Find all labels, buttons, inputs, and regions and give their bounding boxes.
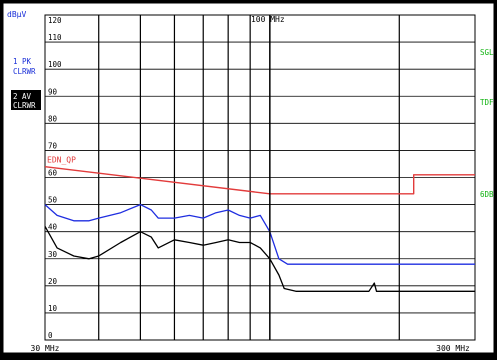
y-tick-label: 100 bbox=[48, 60, 62, 69]
y-tick-label: 110 bbox=[48, 33, 62, 42]
series-line-limit bbox=[44, 166, 475, 195]
trace-label-av: 2 AV CLRWR bbox=[11, 90, 41, 110]
y-tick-label: 50 bbox=[48, 196, 58, 205]
y-tick-label: 90 bbox=[48, 87, 58, 96]
chart-traces bbox=[44, 166, 475, 292]
y-tick-label: 40 bbox=[48, 223, 58, 232]
y-tick-label: 10 bbox=[48, 304, 58, 313]
trace-label-av-line2: CLRWR bbox=[13, 101, 36, 110]
y-unit-label: dBµV bbox=[7, 10, 26, 19]
series-line-average bbox=[44, 225, 475, 292]
y-tick-label: 30 bbox=[48, 250, 58, 259]
series-line-peak bbox=[44, 203, 475, 265]
chart-grid bbox=[44, 14, 476, 341]
limit-line-label: EDN_QP bbox=[47, 156, 76, 165]
x-start-label: 30 MHz bbox=[31, 344, 60, 353]
status-label-tdf: TDF bbox=[480, 98, 494, 107]
trace-label-av-line1: 2 AV bbox=[13, 92, 32, 101]
status-label-sgl: SGL bbox=[480, 48, 494, 57]
y-tick-label: 0 bbox=[48, 331, 53, 340]
trace-label-av-box bbox=[11, 90, 41, 110]
y-tick-label: 70 bbox=[48, 141, 58, 150]
y-tick-labels: 0 10 20 30 40 50 60 70 80 90 100 110 120 bbox=[48, 16, 62, 340]
marker-label: 100 MHz bbox=[251, 15, 285, 24]
trace-label-pk: 1 PK CLRWR bbox=[13, 57, 36, 76]
x-stop-label: 300 MHz bbox=[436, 344, 470, 353]
y-tick-label: 80 bbox=[48, 114, 58, 123]
y-tick-label: 20 bbox=[48, 277, 58, 286]
status-label-6db: 6DB bbox=[480, 190, 494, 199]
y-tick-label: 120 bbox=[48, 16, 62, 25]
trace-label-pk-line1: 1 PK bbox=[13, 57, 32, 66]
trace-label-pk-line2: CLRWR bbox=[13, 67, 36, 76]
y-tick-label: 60 bbox=[48, 169, 58, 178]
